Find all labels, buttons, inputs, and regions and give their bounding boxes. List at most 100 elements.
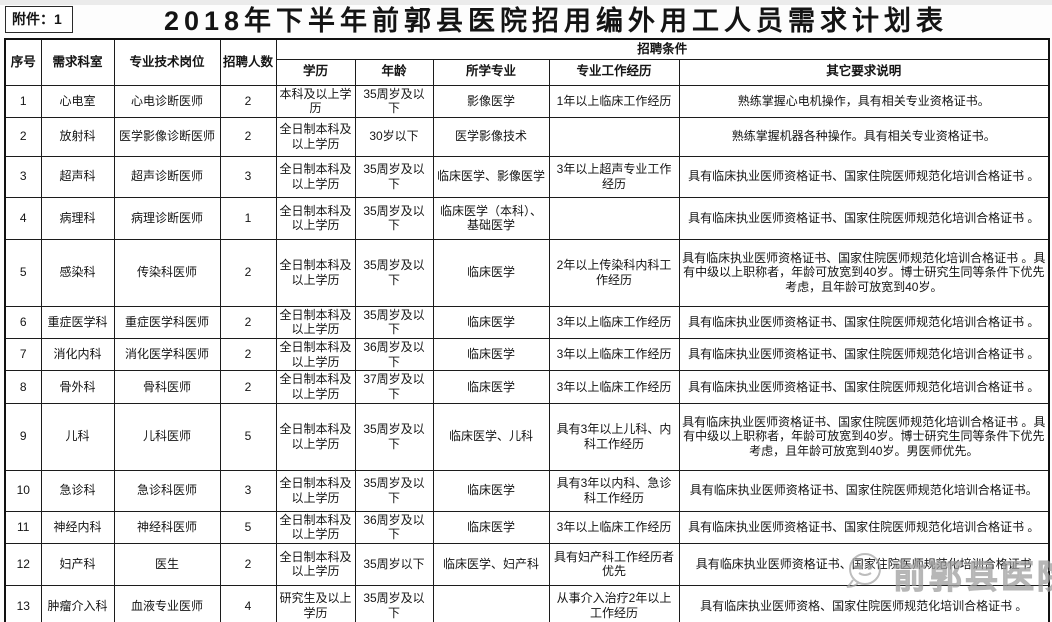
cell-education: 全日制本科及以上学历 xyxy=(275,238,356,307)
cell-no: 8 xyxy=(4,370,42,404)
cell-experience: 3年以上临床工作经历 xyxy=(548,510,680,544)
cell-education: 全日制本科及以上学历 xyxy=(275,510,356,544)
cell-experience: 从事介入治疗2年以上工作经历 xyxy=(548,584,680,622)
cell-count: 5 xyxy=(219,402,277,471)
cell-no: 1 xyxy=(4,84,42,118)
cell-position: 神经科医师 xyxy=(113,510,221,544)
cell-major: 临床医学 xyxy=(432,370,550,404)
cell-age: 35周岁及以下 xyxy=(354,84,434,118)
table-row: 12 妇产科 医生 2 全日制本科及以上学历 35周岁以下 临床医学、妇产科 具有妇产科工作经… xyxy=(4,542,1050,586)
cell-count: 1 xyxy=(219,196,277,240)
table-row: 3 超声科 超声诊断医师 3 全日制本科及以上学历 35周岁及以下 临床医学、影像医学 3年以… xyxy=(4,155,1050,198)
cell-no: 6 xyxy=(4,305,42,340)
cell-no: 2 xyxy=(4,116,42,157)
table-row: 6 重症医学科 重症医学科医师 2 全日制本科及以上学历 35周岁及以下 临床医学 3年以上临… xyxy=(4,305,1050,340)
cell-dept: 重症医学科 xyxy=(40,305,115,340)
header-other: 其它要求说明 xyxy=(678,58,1050,86)
cell-education: 全日制本科及以上学历 xyxy=(275,370,356,404)
cell-other: 具有临床执业医师资格证书、国家住院医师规范化培训合格证书 。 xyxy=(678,510,1050,544)
cell-other: 具有临床执业医师资格证书、国家住院医师规范化培训合格证书 。具有中级以上职称者，… xyxy=(678,402,1050,471)
cell-dept: 超声科 xyxy=(40,155,115,198)
cell-position: 骨科医师 xyxy=(113,370,221,404)
cell-age: 35周岁及以下 xyxy=(354,305,434,340)
cell-count: 2 xyxy=(219,370,277,404)
cell-experience: 具有3年以上儿科、内科工作经历 xyxy=(548,402,680,471)
cell-position: 病理诊断医师 xyxy=(113,196,221,240)
cell-major xyxy=(432,584,550,622)
cell-dept: 急诊科 xyxy=(40,469,115,512)
cell-major: 临床医学 xyxy=(432,469,550,512)
table-row: 13 肿瘤介入科 血液专业医师 4 研究生及以上学历 35周岁及以下 从事介入治疗2年以上工… xyxy=(4,584,1050,622)
cell-major: 影像医学 xyxy=(432,84,550,118)
cell-other: 具有临床执业医师资格证书、国家住院医师规范化培训合格证书 。 xyxy=(678,305,1050,340)
cell-experience: 具有3年以内科、急诊科工作经历 xyxy=(548,469,680,512)
cell-other: 熟练掌握机器各种操作。具有相关专业资格证书。 xyxy=(678,116,1050,157)
cell-no: 12 xyxy=(4,542,42,586)
cell-experience: 具有妇产科工作经历者优先 xyxy=(548,542,680,586)
page-title: 2018年下半年前郭县医院招用编外用工人员需求计划表 xyxy=(163,6,949,36)
top-strip-divider xyxy=(0,0,1052,5)
cell-education: 全日制本科及以上学历 xyxy=(275,337,356,372)
cell-other: 具有临床执业医师资格、国家住院医师规范化培训合格证书 。 xyxy=(678,584,1050,622)
cell-age: 35周岁及以下 xyxy=(354,238,434,307)
cell-experience: 3年以上超声专业工作经历 xyxy=(548,155,680,198)
cell-dept: 妇产科 xyxy=(40,542,115,586)
cell-major: 医学影像技术 xyxy=(432,116,550,157)
cell-experience: 2年以上传染科内科工作经历 xyxy=(548,238,680,307)
cell-dept: 肿瘤介入科 xyxy=(40,584,115,622)
cell-age: 36周岁及以下 xyxy=(354,337,434,372)
recruitment-table: 序号 需求科室 专业技术岗位 招聘人数 招聘条件 学历 年龄 所学专业 专业工作… xyxy=(4,38,1051,622)
cell-age: 37周岁及以下 xyxy=(354,370,434,404)
cell-count: 3 xyxy=(219,469,277,512)
cell-other: 具有临床执业医师资格证书、国家住院医师规范化培训合格证书 。 xyxy=(678,196,1050,240)
cell-count: 2 xyxy=(219,84,277,118)
cell-position: 消化医学科医师 xyxy=(113,337,221,372)
cell-other: 具有临床执业医师资格证书、国家住院医师规范化培训合格证书 。具有中级以上职称者，… xyxy=(678,238,1050,307)
table-row: 11 神经内科 神经科医师 5 全日制本科及以上学历 36周岁及以下 临床医学 3年以上临床工… xyxy=(4,510,1050,544)
cell-major: 临床医学 xyxy=(432,337,550,372)
cell-position: 心电诊断医师 xyxy=(113,84,221,118)
header-education: 学历 xyxy=(275,58,356,86)
cell-count: 2 xyxy=(219,337,277,372)
cell-age: 36周岁及以下 xyxy=(354,510,434,544)
table-row: 7 消化内科 消化医学科医师 2 全日制本科及以上学历 36周岁及以下 临床医学 3年以上临床… xyxy=(4,337,1050,372)
cell-major: 临床医学 xyxy=(432,510,550,544)
table-body: 1 心电室 心电诊断医师 2 本科及以上学历 35周岁及以下 影像医学 1年以上临床工作经历熟… xyxy=(4,84,1050,622)
cell-experience: 3年以上临床工作经历 xyxy=(548,305,680,340)
cell-dept: 骨外科 xyxy=(40,370,115,404)
cell-position: 血液专业医师 xyxy=(113,584,221,622)
cell-position: 医学影像诊断医师 xyxy=(113,116,221,157)
cell-position: 超声诊断医师 xyxy=(113,155,221,198)
cell-no: 10 xyxy=(4,469,42,512)
cell-no: 13 xyxy=(4,584,42,622)
cell-count: 2 xyxy=(219,305,277,340)
cell-count: 2 xyxy=(219,542,277,586)
header-no: 序号 xyxy=(4,38,42,86)
cell-education: 全日制本科及以上学历 xyxy=(275,305,356,340)
cell-other: 具有临床执业医师资格证书、国家住院医师规范化培训合格证书 。 xyxy=(678,370,1050,404)
table-row: 9 儿科 儿科医师 5 全日制本科及以上学历 35周岁及以下 临床医学、儿科 具有3年以上儿科… xyxy=(4,402,1050,471)
cell-count: 5 xyxy=(219,510,277,544)
cell-position: 传染科医师 xyxy=(113,238,221,307)
cell-other: 具有临床执业医师资格证书、国家住院医师规范化培训合格证书 。 xyxy=(678,337,1050,372)
cell-dept: 儿科 xyxy=(40,402,115,471)
cell-education: 全日制本科及以上学历 xyxy=(275,542,356,586)
header-conditions-group: 招聘条件 xyxy=(275,38,1050,60)
table-row: 10 急诊科 急诊科医师 3 全日制本科及以上学历 35周岁及以下 临床医学 具有3年以内科、… xyxy=(4,469,1050,512)
document-header: 附件：1 2018年下半年前郭县医院招用编外用工人员需求计划表 xyxy=(0,5,1052,38)
cell-other: 具有临床执业医师资格证书、国家住院医师规范化培训合格证书 xyxy=(678,542,1050,586)
header-major: 所学专业 xyxy=(432,58,550,86)
cell-dept: 病理科 xyxy=(40,196,115,240)
cell-no: 3 xyxy=(4,155,42,198)
attachment-label: 附件：1 xyxy=(5,6,73,33)
cell-age: 30岁以下 xyxy=(354,116,434,157)
table-header: 序号 需求科室 专业技术岗位 招聘人数 招聘条件 学历 年龄 所学专业 专业工作… xyxy=(4,38,1050,86)
cell-education: 全日制本科及以上学历 xyxy=(275,196,356,240)
cell-no: 7 xyxy=(4,337,42,372)
cell-experience xyxy=(548,196,680,240)
cell-position: 重症医学科医师 xyxy=(113,305,221,340)
table-row: 5 感染科 传染科医师 2 全日制本科及以上学历 35周岁及以下 临床医学 2年以上传染科内科… xyxy=(4,238,1050,307)
cell-no: 9 xyxy=(4,402,42,471)
cell-age: 35周岁及以下 xyxy=(354,196,434,240)
cell-count: 2 xyxy=(219,116,277,157)
